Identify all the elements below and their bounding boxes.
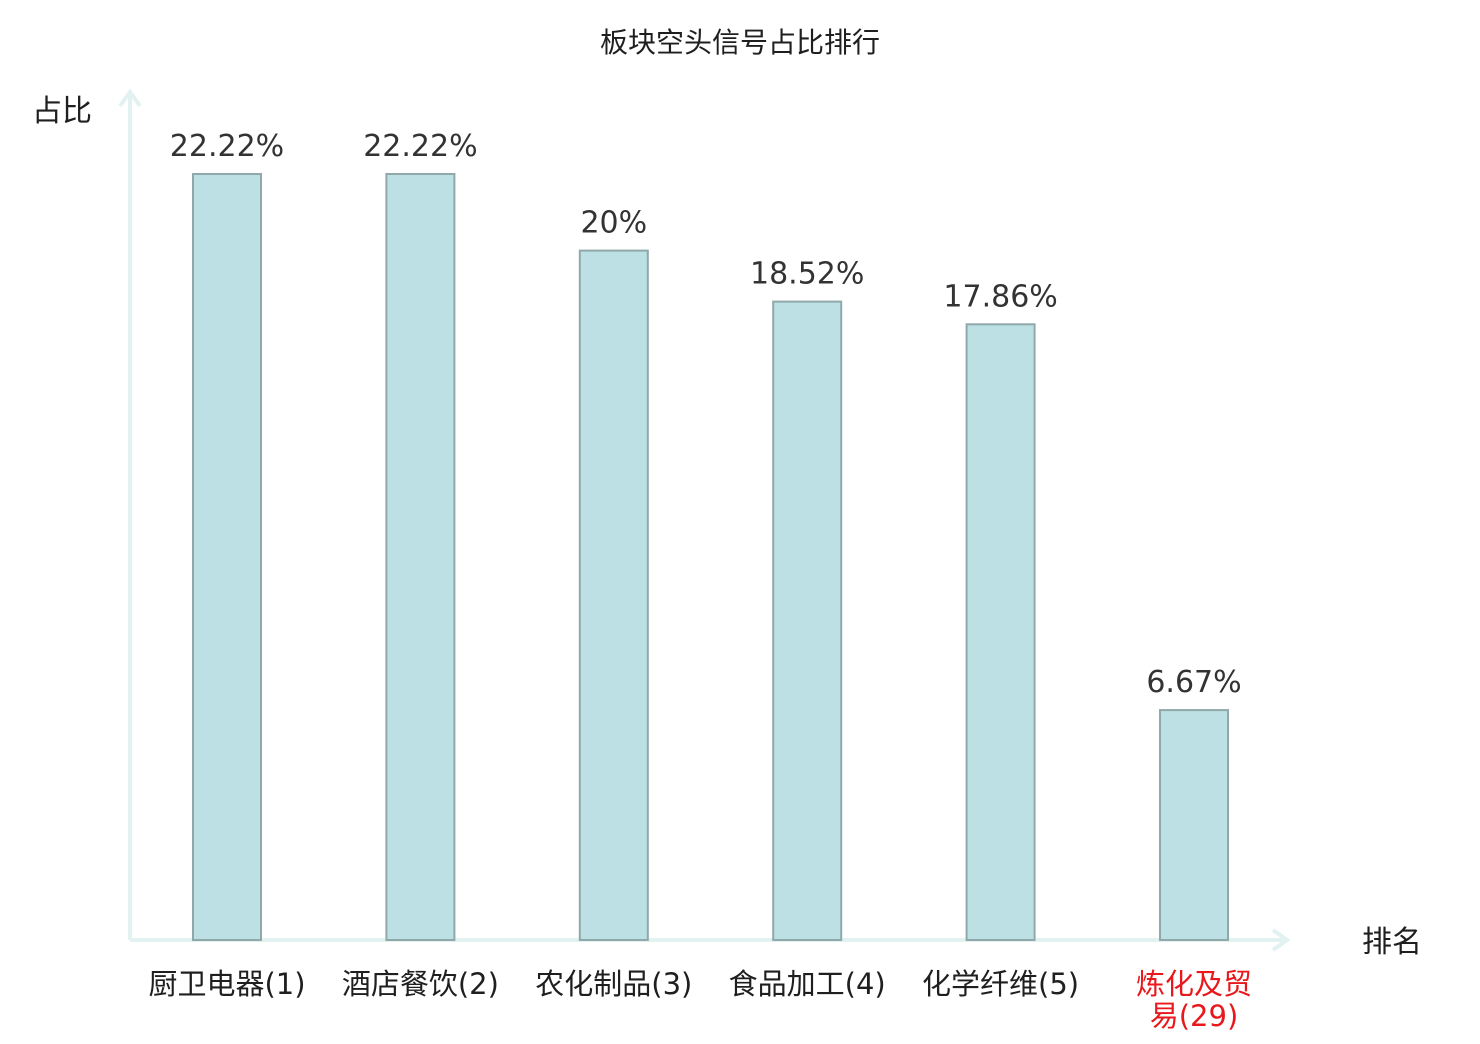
category-labels: 厨卫电器(1) 酒店餐饮(2) 农化制品(3) 食品加工(4) 化学纤维(5) 炼化及贸易…	[148, 967, 1252, 1033]
x-tick-label: 农化制品(3)	[535, 967, 692, 1001]
bar-value-label: 17.86%	[943, 279, 1057, 314]
x-tick-label-line: 酒店餐饮(2)	[342, 967, 499, 1001]
x-tick-label: 酒店餐饮(2)	[342, 967, 499, 1001]
bar	[385, 173, 456, 941]
bar	[192, 173, 262, 941]
bar-series	[192, 173, 1229, 942]
x-tick-label-line: 食品加工(4)	[729, 967, 886, 1001]
x-tick-label-line: 农化制品(3)	[535, 967, 692, 1001]
x-axis-label: 排名	[1362, 925, 1422, 960]
chart-title: 板块空头信号占比排行	[600, 26, 880, 59]
x-tick-label-line: 易(29)	[1150, 999, 1239, 1033]
x-tick-label-line: 化学纤维(5)	[922, 967, 1079, 1001]
x-tick-label: 厨卫电器(1)	[148, 967, 305, 1001]
axes	[118, 88, 1291, 952]
bar-value-label: 6.67%	[1146, 665, 1241, 700]
y-axis-arrow	[118, 88, 142, 108]
x-tick-label: 食品加工(4)	[729, 967, 886, 1001]
x-axis-arrow	[1271, 928, 1291, 952]
bar	[965, 323, 1036, 941]
bar	[578, 249, 649, 942]
x-tick-label-line: 炼化及贸	[1136, 967, 1252, 1001]
y-axis-label: 占比	[32, 94, 92, 129]
bar-value-label: 18.52%	[750, 257, 864, 292]
bar-value-label: 22.22%	[170, 129, 284, 164]
x-tick-label-line: 厨卫电器(1)	[148, 967, 305, 1001]
bar-value-label: 22.22%	[363, 129, 477, 164]
bar	[1159, 709, 1229, 941]
x-tick-label: 化学纤维(5)	[922, 967, 1079, 1001]
bar-value-label: 20%	[580, 206, 647, 241]
value-labels: 22.22% 22.22% 20% 18.52% 17.86% 6.67%	[170, 129, 1242, 700]
x-tick-label: 炼化及贸易(29)	[1136, 967, 1252, 1033]
bar	[772, 300, 843, 942]
